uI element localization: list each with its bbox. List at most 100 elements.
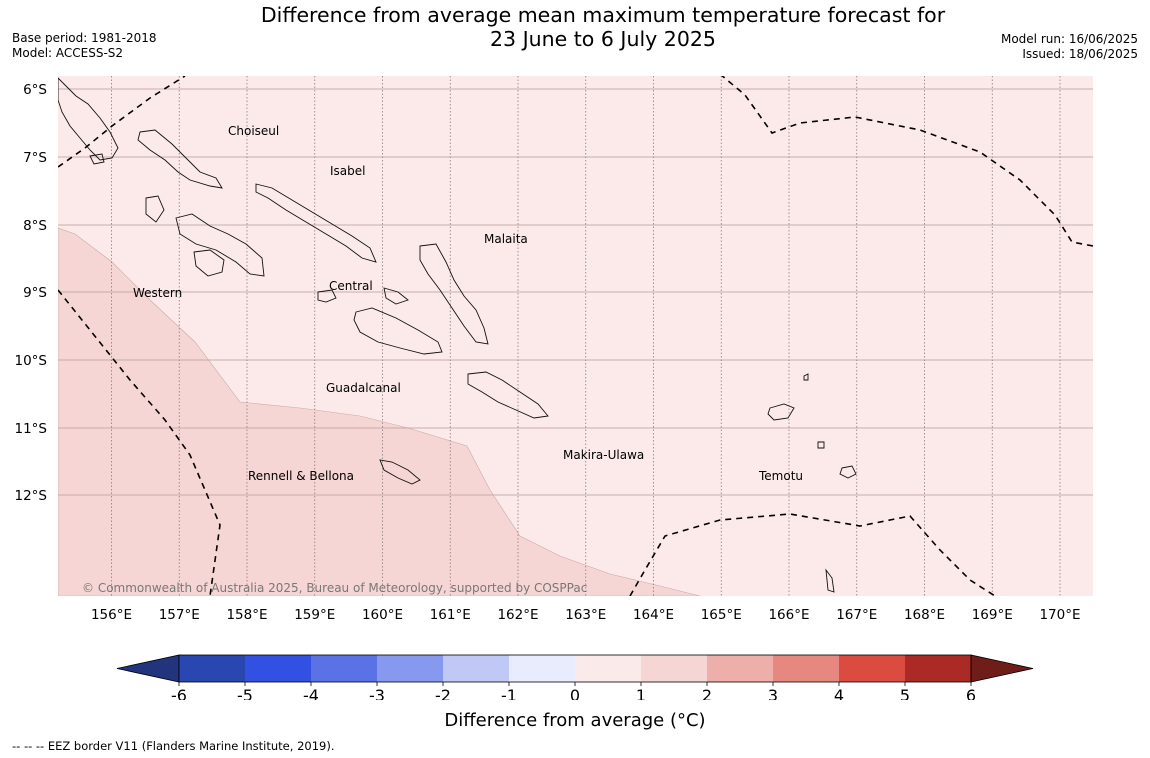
rendova-outline (193, 249, 225, 277)
colorbar-tick-label: -2 (435, 686, 451, 700)
isabel-outline (255, 183, 377, 263)
lat-tick-label: 7°S (23, 150, 47, 166)
colorbar-tick-label: 1 (636, 686, 646, 700)
province-label: Choiseul (228, 124, 279, 138)
colorbar-tick-label: 5 (900, 686, 910, 700)
lon-tick-label: 170°E (1039, 607, 1080, 623)
colorbar-swatch (245, 655, 311, 682)
santa-cruz-ndende-outline (767, 403, 795, 421)
anuta-outline (825, 568, 835, 593)
colorbar-swatch (179, 655, 245, 682)
colorbar-tick-label: 6 (966, 686, 976, 700)
colorbar-tick-label: 0 (570, 686, 580, 700)
longitude-tick-labels: 156°E 157°E 158°E 159°E 160°E 161°E 162°E 163°E… (91, 607, 1081, 623)
lon-tick-label: 163°E (565, 607, 606, 623)
province-label: Western (133, 286, 182, 300)
base-period: Base period: 1981-2018 (12, 31, 157, 45)
province-labels: Choiseul Isabel Malaita Central Western Guada… (133, 124, 803, 483)
colorbar: -6 -5 -4 -3 -2 -1 0 1 2 3 4 5 6 (116, 654, 1034, 700)
eez-borders (58, 76, 1093, 596)
rennell-outline (379, 459, 421, 485)
nggela-outline (317, 289, 337, 303)
lon-tick-label: 161°E (430, 607, 471, 623)
guadalcanal-outline (353, 307, 443, 355)
colorbar-swatch (641, 655, 707, 682)
eez-footnote: -- -- -- EEZ border V11 (Flanders Marine… (12, 739, 335, 753)
copyright-notice: © Commonwealth of Australia 2025, Bureau… (82, 581, 587, 595)
colorbar-swatch (839, 655, 905, 682)
eez-border-south (629, 513, 996, 596)
vella-lavella-outline (145, 195, 165, 223)
province-label: Isabel (330, 164, 365, 178)
meta-right: Model run: 16/06/2025 Issued: 18/06/2025 (1001, 32, 1138, 62)
lon-tick-label: 162°E (497, 607, 538, 623)
model-name: Model: ACCESS-S2 (12, 46, 124, 60)
latitude-tick-labels: 6°S 7°S 8°S 9°S 10°S 11°S 12°S (15, 82, 48, 504)
lon-tick-label: 167°E (836, 607, 877, 623)
lon-tick-label: 166°E (768, 607, 809, 623)
colorbar-swatch (443, 655, 509, 682)
colorbar-tick-label: -5 (237, 686, 253, 700)
province-label: Guadalcanal (326, 381, 401, 395)
colorbar-extend-low (116, 654, 180, 683)
longitude-gridlines (111, 76, 1061, 596)
lat-tick-label: 8°S (23, 218, 47, 234)
colorbar-swatch (905, 655, 971, 682)
colorbar-swatch (377, 655, 443, 682)
colorbar-tick-label: -1 (501, 686, 517, 700)
lat-tick-label: 11°S (15, 421, 48, 437)
anomaly-band-1-2 (58, 227, 701, 596)
duff-islands-outline (803, 373, 809, 381)
title-line-2: 23 June to 6 July 2025 (490, 27, 716, 51)
lat-tick-label: 10°S (15, 353, 48, 369)
malaita-outline (419, 243, 489, 345)
province-label: Temotu (758, 469, 803, 483)
colorbar-label: Difference from average (°C) (444, 710, 706, 731)
vanikoro-outline (839, 465, 857, 479)
lat-tick-label: 6°S (23, 82, 47, 98)
lon-tick-label: 160°E (362, 607, 403, 623)
colorbar-extend-high (970, 654, 1034, 683)
colorbar-tick-label: -6 (171, 686, 187, 700)
model-run: Model run: 16/06/2025 (1000, 32, 1138, 46)
colorbar-tick-label: -4 (303, 686, 319, 700)
lon-tick-label: 158°E (226, 607, 267, 623)
province-label: Rennell & Bellona (248, 469, 354, 483)
colorbar-swatch (311, 655, 377, 682)
lat-tick-label: 9°S (23, 285, 47, 301)
lon-tick-label: 159°E (294, 607, 335, 623)
chart-title: Difference from average mean maximum tem… (200, 3, 1006, 51)
colorbar-tick-label: -3 (369, 686, 385, 700)
shortland-outline (89, 153, 105, 165)
lon-tick-label: 165°E (701, 607, 742, 623)
lon-tick-label: 156°E (91, 607, 132, 623)
colorbar-swatch (707, 655, 773, 682)
colorbar-tick-label: 2 (702, 686, 712, 700)
colorbar-swatch (509, 655, 575, 682)
eez-border-west (58, 76, 186, 168)
colorbar-swatch (575, 655, 641, 682)
meta-left: Base period: 1981-2018 Model: ACCESS-S2 (12, 31, 157, 61)
islands (58, 77, 857, 593)
tikopia-outline (817, 441, 825, 449)
colorbar-tick-label: 4 (834, 686, 844, 700)
province-label: Makira-Ulawa (563, 448, 644, 462)
lon-tick-label: 157°E (159, 607, 200, 623)
choiseul-outline (137, 129, 223, 189)
title-line-1: Difference from average mean maximum tem… (260, 3, 946, 27)
lat-tick-label: 12°S (15, 488, 48, 504)
latitude-gridlines (58, 88, 1093, 496)
province-label: Malaita (484, 232, 528, 246)
lon-tick-label: 168°E (904, 607, 945, 623)
lon-tick-label: 169°E (972, 607, 1013, 623)
russell-islands-outline (383, 287, 409, 305)
lon-tick-label: 164°E (633, 607, 674, 623)
colorbar-swatch (773, 655, 839, 682)
new-georgia-outline (175, 213, 265, 277)
makira-outline (467, 371, 549, 419)
province-label: Central (329, 279, 373, 293)
bougainville-outline (58, 77, 119, 161)
eez-border-southwest (58, 289, 221, 596)
forecast-map: Choiseul Isabel Malaita Central Western Guada… (15, 76, 1093, 700)
colorbar-tick-label: 3 (768, 686, 778, 700)
